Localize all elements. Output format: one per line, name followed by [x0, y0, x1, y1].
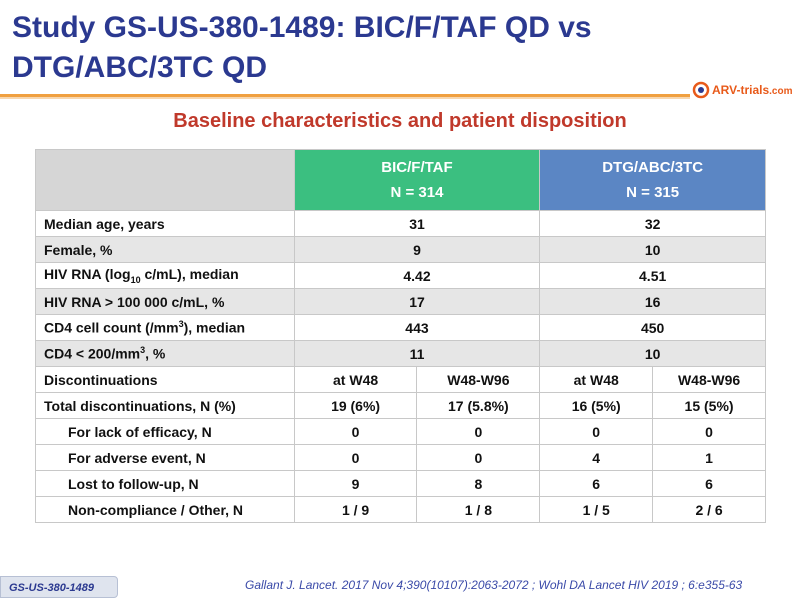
arm1-value: 17 [293, 288, 541, 315]
row-label: Discontinuations [35, 366, 295, 393]
table-row: Total discontinuations, N (%) 19 (6%) 17… [35, 392, 766, 419]
cell-value: 19 (6%) [293, 392, 418, 419]
arm2-value: 4.51 [539, 262, 766, 289]
row-label: HIV RNA (log10 c/mL), median [35, 262, 295, 289]
row-label-part: HIV RNA (log [44, 266, 131, 283]
row-label: CD4 cell count (/mm3), median [35, 314, 295, 341]
discontinuations-header-row: Discontinuations at W48 W48-W96 at W48 W… [35, 366, 766, 393]
cell-value: 0 [539, 418, 654, 445]
table-row: Female, % 9 10 [35, 236, 766, 263]
cell-value: 17 (5.8%) [416, 392, 541, 419]
arm1-value: 11 [293, 340, 541, 367]
arm1-value: 9 [293, 236, 541, 263]
cell-value: 0 [293, 444, 418, 471]
row-label-part: , % [145, 345, 166, 362]
table-row: Lost to follow-up, N 9 8 6 6 [35, 470, 766, 497]
slide-subtitle: Baseline characteristics and patient dis… [173, 110, 627, 132]
citation: Gallant J. Lancet. 2017 Nov 4;390(10107)… [245, 578, 743, 592]
study-tag: GS-US-380-1489 [0, 576, 118, 598]
cell-value: 1 [652, 444, 766, 471]
cell-value: 16 (5%) [539, 392, 654, 419]
cell-value: 0 [416, 418, 541, 445]
slide-title: Study GS-US-380-1489: BIC/F/TAF QD vs DT… [12, 8, 652, 88]
title-rule-shadow [0, 97, 690, 99]
cell-value: 4 [539, 444, 654, 471]
cell-value: 1 / 9 [293, 496, 418, 523]
arm2-value: 16 [539, 288, 766, 315]
row-label: Median age, years [35, 210, 295, 237]
cell-value: 0 [293, 418, 418, 445]
logo-swirl-icon [692, 81, 710, 99]
arm2-value: 32 [539, 210, 766, 237]
logo-domain: .com [769, 86, 793, 97]
row-label: Non-compliance / Other, N [35, 496, 295, 523]
cell-value: 6 [652, 470, 766, 497]
title-line-1: Study GS-US-380-1489: BIC/F/TAF QD vs [12, 11, 592, 44]
row-label: CD4 < 200/mm3, % [35, 340, 295, 367]
table-row: CD4 < 200/mm3, % 11 10 [35, 340, 766, 367]
title-line-2: DTG/ABC/3TC QD [12, 51, 267, 84]
row-label: Female, % [35, 236, 295, 263]
row-label-subscript: 10 [130, 274, 141, 285]
arm1-value: 443 [293, 314, 541, 341]
row-label-superscript: 3 [140, 345, 146, 356]
arm1-header: BIC/F/TAF N = 314 [293, 149, 541, 211]
period-label: at W48 [539, 366, 654, 393]
arm1-value: 31 [293, 210, 541, 237]
table-row: Median age, years 31 32 [35, 210, 766, 237]
arm2-name: DTG/ABC/3TC [602, 159, 704, 176]
arm1-value: 4.42 [293, 262, 541, 289]
cell-value: 9 [293, 470, 418, 497]
table-row: HIV RNA (log10 c/mL), median 4.42 4.51 [35, 262, 766, 289]
arv-trials-logo: ARV-trials.com [692, 80, 792, 100]
period-label: at W48 [293, 366, 418, 393]
cell-value: 0 [416, 444, 541, 471]
row-label-part: CD4 < 200/mm [44, 345, 141, 362]
cell-value: 0 [652, 418, 766, 445]
period-label: W48-W96 [652, 366, 766, 393]
row-label-part: c/mL), median [140, 266, 239, 283]
table-row: Non-compliance / Other, N 1 / 9 1 / 8 1 … [35, 496, 766, 523]
period-label: W48-W96 [416, 366, 541, 393]
arm2-value: 450 [539, 314, 766, 341]
row-label: HIV RNA > 100 000 c/mL, % [35, 288, 295, 315]
table-header-row: BIC/F/TAF N = 314 DTG/ABC/3TC N = 315 [35, 149, 766, 211]
arm2-value: 10 [539, 236, 766, 263]
cell-value: 1 / 8 [416, 496, 541, 523]
cell-value: 8 [416, 470, 541, 497]
header-blank-cell [35, 149, 295, 211]
row-label-part: ), median [183, 319, 246, 336]
arm1-name: BIC/F/TAF [381, 159, 453, 176]
title-rule [0, 94, 690, 97]
logo-text: ARV-trials [712, 83, 770, 97]
cell-value: 1 / 5 [539, 496, 654, 523]
table-row: HIV RNA > 100 000 c/mL, % 17 16 [35, 288, 766, 315]
arm2-n: N = 315 [626, 184, 680, 201]
row-label-part: CD4 cell count (/mm [44, 319, 179, 336]
arm2-header: DTG/ABC/3TC N = 315 [539, 149, 766, 211]
row-label: Total discontinuations, N (%) [35, 392, 295, 419]
results-table: BIC/F/TAF N = 314 DTG/ABC/3TC N = 315 Me… [35, 149, 766, 523]
cell-value: 6 [539, 470, 654, 497]
table-row: CD4 cell count (/mm3), median 443 450 [35, 314, 766, 341]
row-label: Lost to follow-up, N [35, 470, 295, 497]
cell-value: 2 / 6 [652, 496, 766, 523]
table-row: For adverse event, N 0 0 4 1 [35, 444, 766, 471]
row-label-superscript: 3 [178, 319, 184, 330]
row-label: For adverse event, N [35, 444, 295, 471]
cell-value: 15 (5%) [652, 392, 766, 419]
table-row: For lack of efficacy, N 0 0 0 0 [35, 418, 766, 445]
arm1-n: N = 314 [390, 184, 444, 201]
row-label: For lack of efficacy, N [35, 418, 295, 445]
arm2-value: 10 [539, 340, 766, 367]
